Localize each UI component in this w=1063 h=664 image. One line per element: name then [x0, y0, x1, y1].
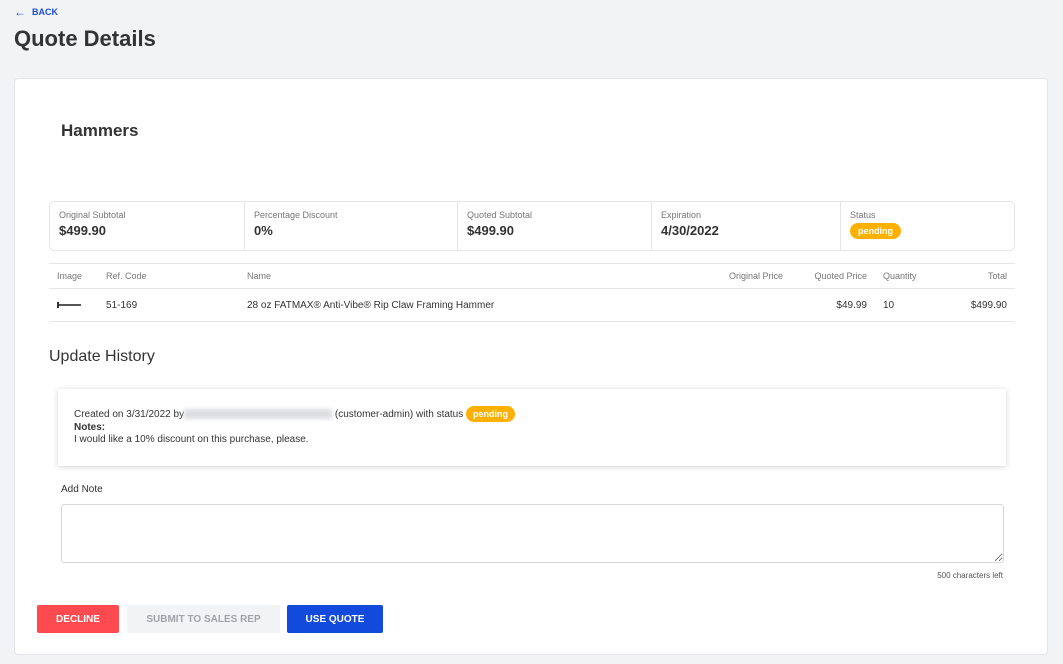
- summary-expiration: Expiration 4/30/2022: [652, 202, 841, 250]
- status-badge: pending: [466, 406, 516, 422]
- column-original-price: Original Price: [691, 263, 791, 289]
- column-total: Total: [945, 263, 1015, 289]
- summary-original-subtotal: Original Subtotal $499.90: [50, 202, 245, 250]
- summary-value: $499.90: [59, 223, 106, 238]
- quote-summary: Original Subtotal $499.90 Percentage Dis…: [49, 201, 1015, 251]
- column-image: Image: [49, 263, 98, 289]
- back-label: BACK: [32, 7, 58, 17]
- hammer-image: [57, 302, 81, 308]
- column-ref-code: Ref. Code: [98, 263, 239, 289]
- summary-status: Status pending: [841, 202, 1014, 250]
- notes-text: I would like a 10% discount on this purc…: [74, 434, 309, 445]
- column-name: Name: [239, 263, 691, 289]
- quote-title: Hammers: [61, 121, 139, 140]
- summary-percentage-discount: Percentage Discount 0%: [245, 202, 458, 250]
- original-price: [691, 288, 791, 322]
- summary-label: Original Subtotal: [59, 210, 126, 220]
- add-note-label: Add Note: [61, 484, 103, 495]
- quote-card: Hammers Original Subtotal $499.90 Percen…: [14, 78, 1048, 655]
- history-role: (customer-admin) with status: [334, 409, 464, 420]
- page-title: Quote Details: [14, 26, 156, 51]
- quote-items-table: Image Ref. Code Name Original Price Quot…: [49, 263, 1015, 322]
- column-quoted-price: Quoted Price: [791, 263, 875, 289]
- ref-code: 51-169: [98, 288, 239, 322]
- back-link[interactable]: ← BACK: [14, 5, 58, 19]
- decline-button[interactable]: DECLINE: [37, 605, 119, 633]
- summary-label: Percentage Discount: [254, 210, 338, 220]
- characters-left: 500 characters left: [937, 571, 1003, 580]
- total: $499.90: [945, 288, 1015, 322]
- use-quote-button[interactable]: USE QUOTE: [287, 605, 383, 633]
- update-history-title: Update History: [49, 348, 155, 365]
- column-quantity: Quantity: [875, 263, 945, 289]
- summary-value: 4/30/2022: [661, 223, 719, 238]
- summary-label: Expiration: [661, 210, 702, 220]
- quantity: 10: [875, 288, 945, 322]
- summary-label: Quoted Subtotal: [467, 210, 533, 220]
- status-badge: pending: [850, 223, 901, 239]
- history-entry: Created on 3/31/2022 by (customer-admin)…: [58, 389, 1006, 466]
- quoted-price: $49.99: [791, 288, 875, 322]
- product-image: [49, 288, 98, 322]
- summary-quoted-subtotal: Quoted Subtotal $499.90: [458, 202, 652, 250]
- redacted-email: [184, 409, 333, 420]
- arrow-left-icon: ←: [14, 5, 26, 19]
- table-row: 51-169 28 oz FATMAX® Anti-Vibe® Rip Claw…: [49, 288, 1015, 322]
- add-note-input[interactable]: [61, 504, 1004, 563]
- history-created: Created on 3/31/2022 by: [74, 409, 185, 420]
- submit-to-sales-rep-button[interactable]: SUBMIT TO SALES REP: [127, 605, 280, 633]
- notes-label: Notes:: [74, 422, 106, 433]
- product-name: 28 oz FATMAX® Anti-Vibe® Rip Claw Framin…: [239, 288, 691, 322]
- summary-label: Status: [850, 210, 876, 220]
- summary-value: $499.90: [467, 223, 514, 238]
- table-header-row: Image Ref. Code Name Original Price Quot…: [49, 263, 1015, 289]
- summary-value: 0%: [254, 223, 273, 238]
